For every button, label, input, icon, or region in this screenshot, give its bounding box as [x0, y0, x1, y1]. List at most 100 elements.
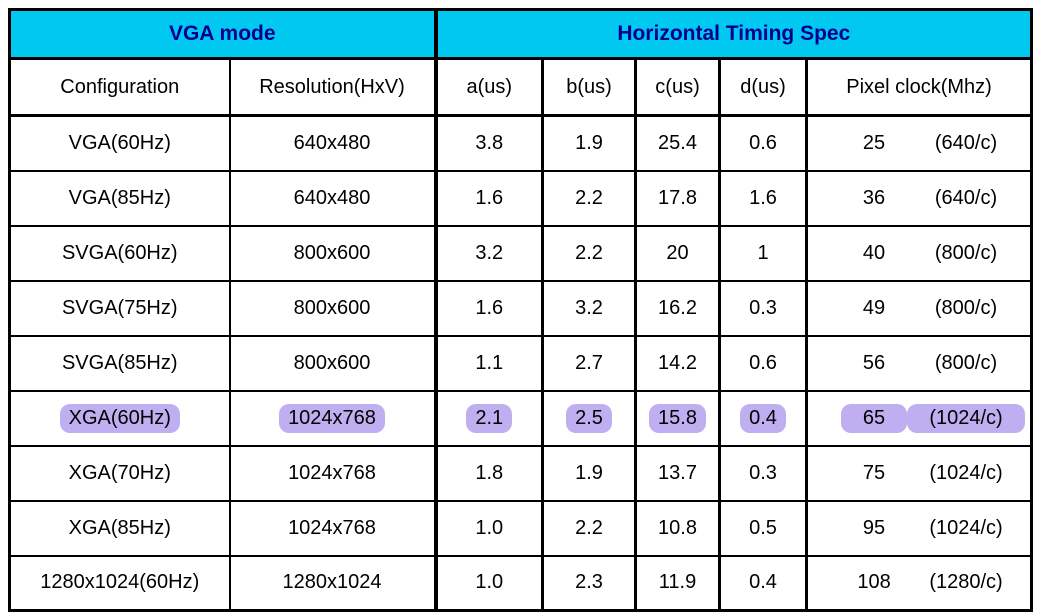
cell-d: 0.5 — [718, 499, 808, 557]
pixel-clock-value: 95 — [862, 516, 886, 539]
table-row-xga60-highlighted: XGA(60Hz) 1024x768 2.1 2.5 15.8 0.4 65 (1… — [8, 389, 1033, 447]
cell-a: 1.8 — [433, 444, 544, 502]
pixel-clock-formula: (800/c) — [934, 241, 998, 264]
cell-text: 800x600 — [293, 241, 371, 264]
highlighted-cell-text: 2.1 — [466, 403, 513, 433]
cell-text: 16.2 — [658, 296, 697, 319]
cell-text: 640x480 — [293, 131, 371, 154]
cell-c: 13.7 — [634, 444, 721, 502]
cell-d: 0.3 — [718, 444, 808, 502]
cell-text: 0.3 — [749, 461, 777, 484]
cell-pixel-clock: 65 (1024/c) — [805, 389, 1033, 447]
cell-configuration: XGA(85Hz) — [8, 499, 231, 557]
cell-c: 16.2 — [634, 279, 721, 337]
cell-text: 640x480 — [293, 186, 371, 209]
cell-text: 2.7 — [575, 351, 603, 374]
cell-text: VGA(60Hz) — [68, 131, 171, 154]
cell-text: 0.5 — [749, 516, 777, 539]
highlighted-cell-text: 15.8 — [649, 403, 706, 433]
highlighted-cell-text: 1024x768 — [279, 403, 385, 433]
cell-text: 0.6 — [749, 131, 777, 154]
cell-d: 1 — [718, 224, 808, 282]
cell-pixel-clock: 40 (800/c) — [805, 224, 1033, 282]
cell-text: XGA(85Hz) — [68, 516, 171, 539]
cell-a: 1.0 — [433, 554, 544, 612]
cell-d: 0.4 — [718, 554, 808, 612]
cell-text: 1.1 — [475, 351, 504, 374]
cell-configuration: XGA(60Hz) — [8, 389, 231, 447]
cell-text: SVGA(75Hz) — [61, 296, 178, 319]
cell-text: 2.3 — [575, 571, 603, 594]
cell-b: 1.9 — [541, 444, 637, 502]
cell-d: 0.3 — [718, 279, 808, 337]
pixel-clock-pair: 65 (1024/c) — [810, 403, 1030, 433]
pixel-clock-pair: 49 (800/c) — [810, 297, 1030, 320]
cell-text: VGA(85Hz) — [68, 186, 171, 209]
cell-b: 2.7 — [541, 334, 637, 392]
group-header-horizontal-timing-spec: Horizontal Timing Spec — [433, 8, 1033, 60]
cell-text: SVGA(85Hz) — [61, 351, 178, 374]
cell-text: 1280x1024 — [282, 571, 382, 594]
cell-text: 1024x768 — [288, 461, 376, 484]
cell-text: 14.2 — [658, 351, 697, 374]
group-header-vga-mode: VGA mode — [8, 8, 437, 60]
highlighted-pixel-clock-value: 65 — [841, 403, 908, 433]
pixel-clock-formula: (1024/c) — [929, 516, 1003, 539]
pixel-clock-pair: 75 (1024/c) — [810, 461, 1030, 485]
cell-text: 1.6 — [749, 186, 777, 209]
cell-pixel-clock: 95 (1024/c) — [805, 499, 1033, 557]
cell-d: 1.6 — [718, 169, 808, 227]
cell-text: 13.7 — [658, 461, 697, 484]
pixel-clock-pair: 25 (640/c) — [810, 132, 1030, 155]
cell-c: 17.8 — [634, 169, 721, 227]
column-header-row: Configuration Resolution(HxV) a(us) b(us… — [8, 57, 1033, 117]
table-row-svga85: SVGA(85Hz) 800x600 1.1 2.7 14.2 0.6 56 (8… — [8, 334, 1033, 392]
col-header-b-us: b(us) — [541, 57, 637, 117]
cell-c: 14.2 — [634, 334, 721, 392]
cell-resolution: 640x480 — [228, 114, 437, 172]
cell-text: XGA(70Hz) — [68, 461, 171, 484]
cell-pixel-clock: 36 (640/c) — [805, 169, 1033, 227]
cell-a: 2.1 — [433, 389, 544, 447]
cell-d: 0.6 — [718, 114, 808, 172]
cell-resolution: 1024x768 — [228, 499, 437, 557]
cell-b: 2.2 — [541, 224, 637, 282]
cell-resolution: 1024x768 — [228, 444, 437, 502]
pixel-clock-formula: (1280/c) — [929, 571, 1003, 594]
pixel-clock-formula: (640/c) — [934, 186, 998, 209]
cell-c: 11.9 — [634, 554, 721, 612]
cell-a: 1.0 — [433, 499, 544, 557]
cell-text: 0.3 — [749, 296, 777, 319]
cell-text: 1.6 — [475, 186, 504, 209]
cell-text: 10.8 — [658, 516, 697, 539]
cell-c: 25.4 — [634, 114, 721, 172]
cell-text: 1.9 — [575, 461, 603, 484]
col-header-d-us: d(us) — [718, 57, 808, 117]
col-header-pixel-clock: Pixel clock(Mhz) — [805, 57, 1033, 117]
cell-a: 1.1 — [433, 334, 544, 392]
cell-c: 20 — [634, 224, 721, 282]
cell-configuration: XGA(70Hz) — [8, 444, 231, 502]
cell-configuration: SVGA(75Hz) — [8, 279, 231, 337]
vga-timing-spec-table-container: VGA mode Horizontal Timing Spec Configur… — [8, 8, 1034, 612]
cell-text: 0.4 — [749, 571, 777, 594]
cell-pixel-clock: 49 (800/c) — [805, 279, 1033, 337]
cell-resolution: 640x480 — [228, 169, 437, 227]
table-row-svga60: SVGA(60Hz) 800x600 3.2 2.2 20 1 40 (800/c… — [8, 224, 1033, 282]
cell-text: 800x600 — [293, 296, 371, 319]
cell-configuration: VGA(60Hz) — [8, 114, 231, 172]
cell-text: SVGA(60Hz) — [61, 241, 178, 264]
cell-text: 1.6 — [475, 296, 504, 319]
table-row-vga85: VGA(85Hz) 640x480 1.6 2.2 17.8 1.6 36 (64… — [8, 169, 1033, 227]
cell-resolution: 800x600 — [228, 279, 437, 337]
cell-text: 1.9 — [575, 131, 603, 154]
cell-b: 2.2 — [541, 499, 637, 557]
cell-text: 2.2 — [575, 516, 603, 539]
pixel-clock-value: 75 — [862, 461, 886, 484]
cell-pixel-clock: 25 (640/c) — [805, 114, 1033, 172]
cell-text: 1.0 — [475, 516, 504, 539]
pixel-clock-pair: 40 (800/c) — [810, 241, 1030, 265]
table-row-xga85: XGA(85Hz) 1024x768 1.0 2.2 10.8 0.5 95 (1… — [8, 499, 1033, 557]
pixel-clock-value: 56 — [862, 351, 886, 374]
cell-b: 1.9 — [541, 114, 637, 172]
